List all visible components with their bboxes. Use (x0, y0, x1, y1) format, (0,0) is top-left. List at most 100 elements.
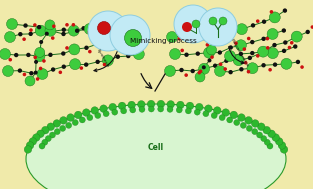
Circle shape (222, 109, 229, 116)
Circle shape (261, 37, 266, 41)
Circle shape (256, 19, 259, 23)
Circle shape (39, 40, 43, 44)
Circle shape (125, 29, 141, 46)
Circle shape (261, 63, 266, 67)
Circle shape (217, 30, 221, 35)
Circle shape (81, 26, 86, 30)
Circle shape (246, 125, 252, 131)
Circle shape (234, 119, 240, 125)
Circle shape (157, 100, 165, 108)
Circle shape (282, 28, 286, 33)
Circle shape (22, 37, 26, 41)
Circle shape (211, 112, 217, 119)
Circle shape (228, 45, 233, 50)
Circle shape (300, 65, 304, 69)
Circle shape (180, 49, 184, 52)
Circle shape (52, 24, 56, 28)
Ellipse shape (26, 104, 286, 189)
Circle shape (128, 101, 136, 109)
Circle shape (37, 68, 48, 79)
Circle shape (268, 68, 272, 72)
Circle shape (167, 32, 177, 43)
Circle shape (266, 37, 269, 40)
Circle shape (88, 50, 92, 53)
Circle shape (88, 11, 128, 51)
Circle shape (131, 49, 135, 53)
Circle shape (14, 53, 18, 57)
Circle shape (60, 125, 66, 131)
Circle shape (26, 142, 34, 149)
Circle shape (281, 58, 292, 69)
Circle shape (266, 46, 269, 50)
Circle shape (45, 20, 55, 30)
Circle shape (51, 67, 55, 72)
Circle shape (66, 122, 72, 128)
Circle shape (62, 28, 66, 32)
Circle shape (228, 70, 233, 74)
Circle shape (98, 22, 110, 35)
Circle shape (207, 45, 217, 55)
Circle shape (120, 42, 124, 46)
Circle shape (185, 108, 191, 114)
Circle shape (269, 12, 280, 23)
Circle shape (23, 23, 28, 28)
Circle shape (60, 117, 67, 124)
Circle shape (199, 63, 210, 74)
Circle shape (203, 111, 209, 117)
Circle shape (272, 43, 277, 47)
FancyArrowPatch shape (94, 52, 117, 72)
Circle shape (305, 30, 310, 34)
Circle shape (245, 117, 252, 124)
Circle shape (219, 115, 225, 121)
Circle shape (282, 49, 286, 53)
Circle shape (182, 22, 192, 32)
Circle shape (7, 19, 18, 29)
Circle shape (250, 51, 254, 55)
Circle shape (280, 146, 288, 153)
Circle shape (103, 63, 106, 66)
Circle shape (99, 16, 110, 27)
Circle shape (210, 27, 213, 30)
Circle shape (251, 120, 259, 127)
Circle shape (100, 105, 107, 112)
Circle shape (293, 44, 297, 49)
Circle shape (49, 132, 55, 138)
Circle shape (80, 66, 83, 70)
Circle shape (23, 73, 26, 76)
Circle shape (18, 32, 23, 36)
Circle shape (290, 41, 294, 45)
Circle shape (200, 29, 204, 33)
Circle shape (53, 120, 61, 127)
Circle shape (199, 69, 203, 73)
Circle shape (248, 56, 252, 60)
Circle shape (102, 55, 113, 66)
Circle shape (4, 32, 16, 43)
Circle shape (47, 123, 54, 131)
Circle shape (72, 119, 78, 125)
Circle shape (68, 25, 79, 36)
Circle shape (148, 106, 154, 112)
Circle shape (176, 107, 182, 113)
Circle shape (257, 132, 263, 138)
Circle shape (61, 51, 65, 56)
Circle shape (18, 68, 22, 73)
Circle shape (121, 108, 127, 114)
Circle shape (74, 111, 82, 119)
Circle shape (83, 109, 90, 116)
Text: Synthesis: Synthesis (96, 48, 110, 68)
Circle shape (170, 49, 181, 60)
Circle shape (252, 129, 258, 135)
Circle shape (29, 138, 37, 145)
Circle shape (118, 102, 126, 110)
Circle shape (283, 40, 288, 45)
Circle shape (103, 111, 109, 117)
Circle shape (69, 59, 80, 70)
Text: Cell: Cell (148, 143, 164, 152)
Circle shape (177, 101, 184, 109)
Circle shape (29, 71, 33, 75)
Circle shape (222, 22, 226, 26)
Circle shape (34, 51, 45, 62)
Circle shape (201, 30, 212, 41)
Circle shape (65, 23, 69, 27)
Circle shape (310, 25, 313, 29)
